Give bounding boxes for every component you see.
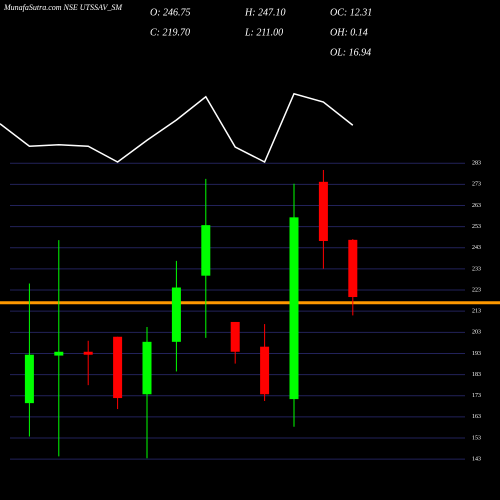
candle-body: [201, 225, 211, 276]
y-tick-label: 193: [472, 351, 481, 357]
site-title: MunafaSutra.com NSE UTSSAV_SM: [3, 3, 123, 12]
y-tick-label: 273: [472, 182, 481, 188]
indicator-line: [0, 92, 354, 164]
stat: OC: 12.31: [330, 7, 372, 18]
y-tick-label: 153: [472, 435, 481, 441]
y-tick-label: 283: [472, 161, 481, 167]
y-tick-label: 223: [472, 287, 481, 293]
candle-body: [348, 239, 358, 298]
stat: O: 246.75: [150, 7, 191, 18]
candle-body: [24, 354, 34, 404]
candle-body: [142, 341, 152, 395]
candle-body: [318, 181, 328, 242]
candle-body: [289, 217, 299, 400]
stat: C: 219.70: [150, 27, 190, 38]
y-tick-label: 253: [472, 224, 481, 230]
stat: OH: 0.14: [330, 27, 368, 38]
y-tick-label: 183: [472, 372, 481, 378]
stat: H: 247.10: [244, 7, 286, 18]
y-tick-label: 263: [472, 203, 481, 209]
y-tick-label: 163: [472, 414, 481, 420]
candle-body: [260, 346, 270, 395]
y-tick-label: 233: [472, 266, 481, 272]
y-tick-label: 243: [472, 245, 481, 251]
candle-body: [171, 287, 181, 342]
y-tick-label: 203: [472, 330, 481, 336]
candle-body: [113, 336, 123, 399]
candle-body: [83, 351, 93, 355]
candle-body: [54, 351, 64, 356]
y-tick-label: 213: [472, 309, 481, 315]
stat: OL: 16.94: [330, 47, 371, 58]
y-tick-label: 143: [472, 457, 481, 463]
candle-body: [230, 321, 240, 352]
stat: L: 211.00: [244, 27, 283, 38]
y-tick-label: 173: [472, 393, 481, 399]
